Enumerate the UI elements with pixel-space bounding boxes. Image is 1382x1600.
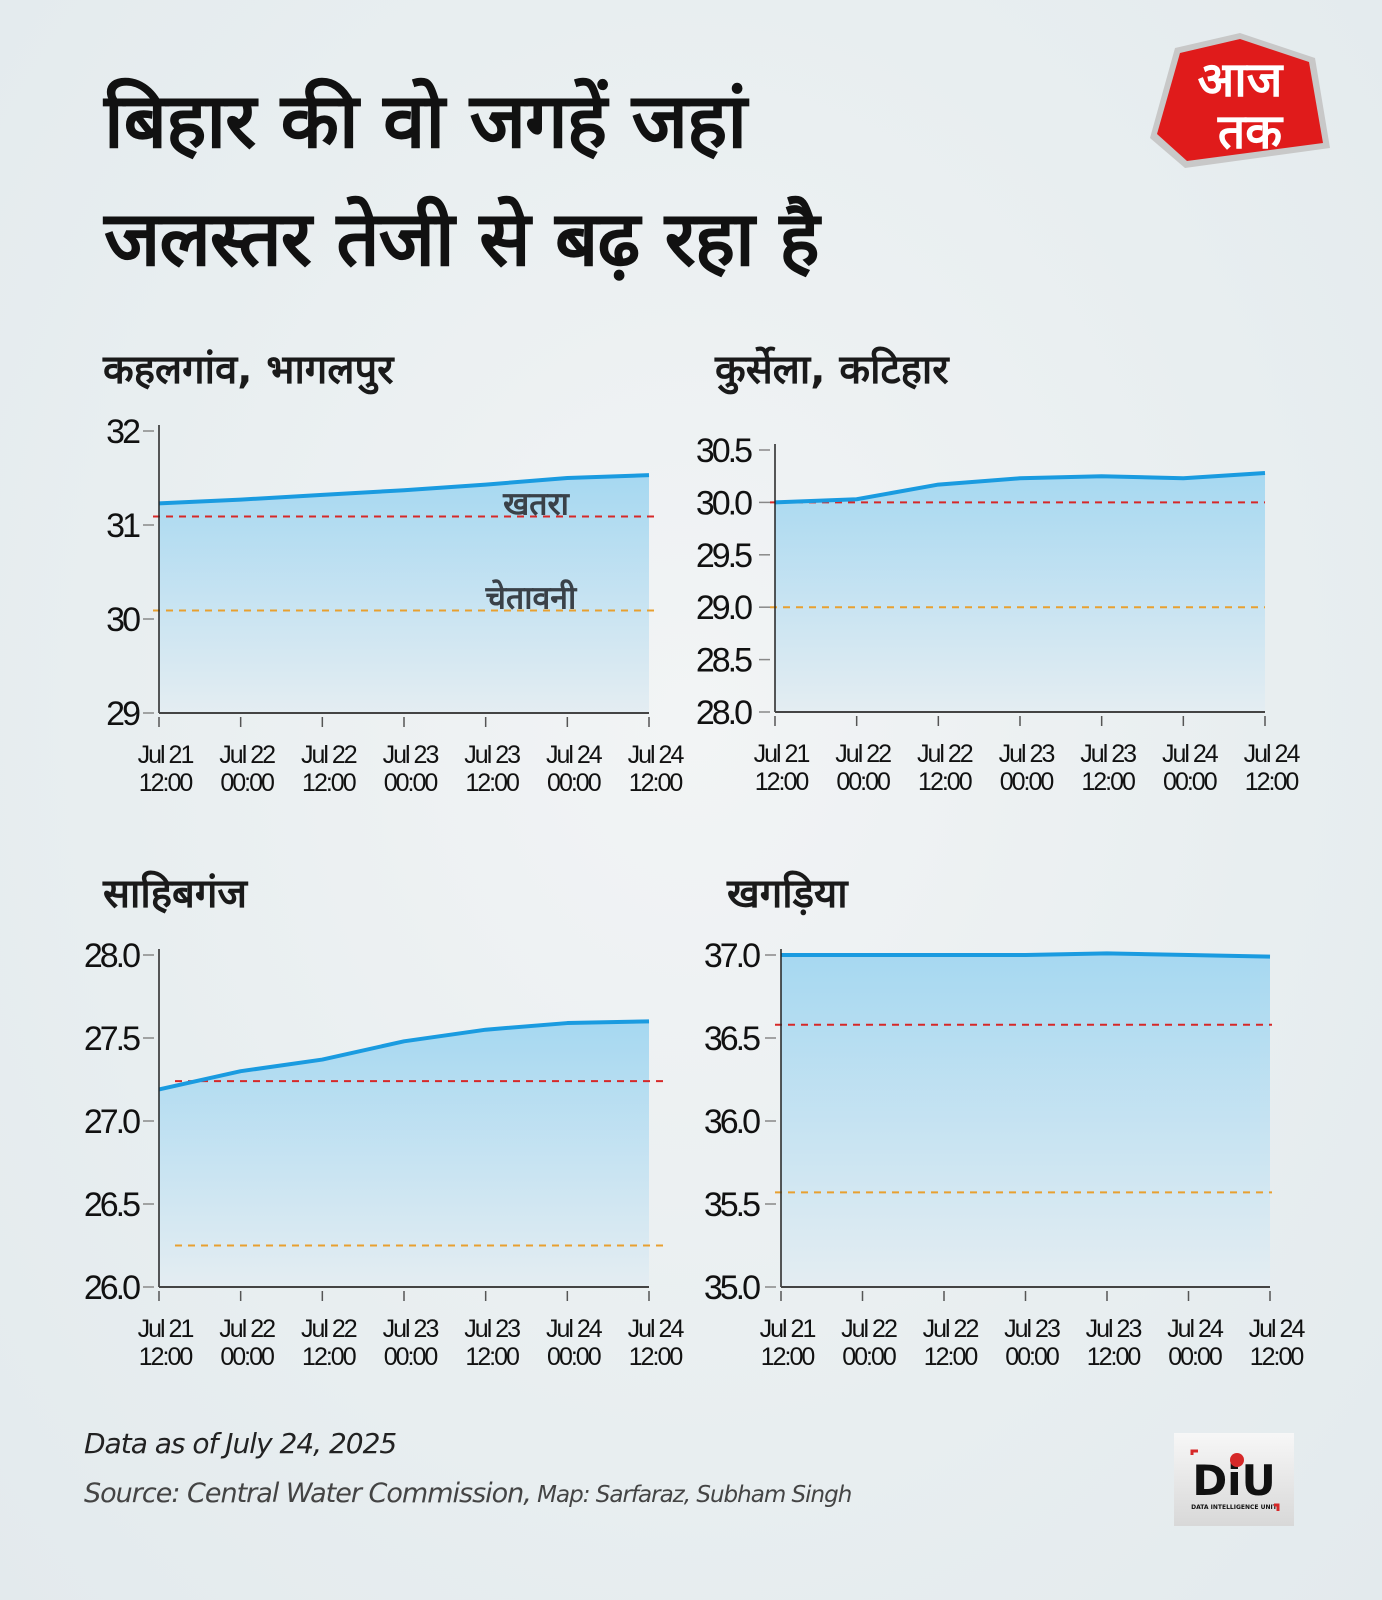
x-tick-label-time: 12:00	[465, 1343, 519, 1371]
x-tick-label-date: Jul 24	[1162, 740, 1219, 768]
data-date: Data as of July 24, 2025	[84, 1427, 397, 1460]
x-tick-label-time: 00:00	[1000, 768, 1054, 796]
x-tick-label-time: 12:00	[629, 1343, 683, 1371]
x-tick-label-time: 12:00	[139, 1343, 193, 1371]
x-tick-label-time: 00:00	[384, 769, 438, 797]
x-tick-label-time: 12:00	[1245, 768, 1299, 796]
page-title: बिहार की वो जगहें जहां जलस्तर तेजी से बढ…	[104, 62, 820, 298]
y-tick-label: 27.5	[84, 1020, 140, 1058]
x-tick-label-time: 00:00	[547, 1343, 601, 1371]
x-tick-label-time: 00:00	[1168, 1343, 1222, 1371]
x-tick-label-date: Jul 22	[219, 1315, 275, 1343]
y-tick-label: 36.5	[704, 1020, 760, 1058]
title-line-2: जलस्तर तेजी से बढ़ रहा है	[104, 194, 820, 283]
x-tick-label-date: Jul 22	[841, 1315, 897, 1343]
y-tick-label: 37.0	[704, 937, 760, 975]
y-tick-label: 30.0	[696, 484, 752, 522]
x-tick-label-date: Jul 22	[917, 740, 973, 768]
map-credit: Map: Sarfaraz, Subham Singh	[530, 1482, 852, 1508]
x-tick-label-date: Jul 23	[1080, 740, 1136, 768]
svg-text:तक: तक	[1217, 104, 1284, 160]
x-tick-label-time: 12:00	[1087, 1343, 1141, 1371]
area-fill	[159, 475, 649, 713]
y-tick-label: 28.0	[84, 937, 140, 975]
y-tick-label: 29	[106, 695, 140, 733]
x-tick-label-date: Jul 22	[219, 741, 275, 769]
x-tick-label-date: Jul 22	[923, 1315, 979, 1343]
x-tick-label-date: Jul 23	[999, 740, 1055, 768]
x-tick-label-date: Jul 22	[301, 1315, 357, 1343]
source-text: Source: Central Water Commission,	[84, 1478, 532, 1509]
x-tick-label-date: Jul 23	[464, 741, 520, 769]
x-tick-label-date: Jul 24	[546, 741, 603, 769]
warning-label: चेतावनी	[485, 579, 578, 617]
y-tick-label: 27.0	[84, 1103, 140, 1141]
x-tick-label-time: 12:00	[761, 1343, 815, 1371]
x-tick-label-date: Jul 23	[383, 741, 439, 769]
y-tick-label: 30.5	[696, 432, 752, 470]
x-tick-label-time: 12:00	[1081, 768, 1135, 796]
x-tick-label-date: Jul 24	[546, 1315, 603, 1343]
x-tick-label-time: 00:00	[384, 1343, 438, 1371]
chart-title-sahibganj: साहिबगंज	[103, 871, 248, 917]
x-tick-label-time: 00:00	[1163, 768, 1217, 796]
x-tick-label-date: Jul 23	[383, 1315, 439, 1343]
y-tick-label: 32	[106, 413, 140, 451]
diu-logo: DiU DATA INTELLIGENCE UNIT	[1174, 1433, 1294, 1526]
x-tick-label-date: Jul 24	[1167, 1315, 1224, 1343]
x-tick-label-time: 00:00	[220, 1343, 274, 1371]
x-tick-label-date: Jul 21	[138, 741, 194, 769]
y-tick-label: 35.0	[704, 1269, 760, 1307]
source-credit: Source: Central Water Commission, Map: S…	[84, 1478, 852, 1509]
x-tick-label-time: 12:00	[924, 1343, 978, 1371]
chart-title-kursela: कुर्सेला, कटिहार	[715, 347, 949, 393]
x-tick-label-time: 00:00	[1005, 1343, 1059, 1371]
x-tick-label-date: Jul 23	[1086, 1315, 1142, 1343]
x-tick-label-time: 12:00	[629, 769, 683, 797]
x-tick-label-date: Jul 21	[754, 740, 810, 768]
x-tick-label-time: 00:00	[836, 768, 890, 796]
y-tick-label: 31	[106, 507, 140, 545]
y-tick-label: 36.0	[704, 1103, 760, 1141]
x-tick-label-time: 00:00	[220, 769, 274, 797]
x-tick-label-time: 12:00	[465, 769, 519, 797]
x-tick-label-time: 12:00	[755, 768, 809, 796]
x-tick-label-date: Jul 24	[628, 1315, 685, 1343]
y-tick-label: 29.0	[696, 589, 752, 627]
x-tick-label-date: Jul 21	[760, 1315, 816, 1343]
x-tick-label-time: 00:00	[547, 769, 601, 797]
svg-text:DATA INTELLIGENCE UNIT: DATA INTELLIGENCE UNIT	[1191, 1504, 1278, 1511]
x-tick-label-time: 12:00	[139, 769, 193, 797]
y-tick-label: 30	[106, 601, 140, 639]
y-tick-label: 35.5	[704, 1186, 760, 1224]
x-tick-label-date: Jul 22	[835, 740, 891, 768]
danger-label: खतरा	[502, 485, 571, 523]
y-tick-label: 26.0	[84, 1269, 140, 1307]
x-tick-label-date: Jul 22	[301, 741, 357, 769]
title-line-1: बिहार की वो जगहें जहां	[104, 76, 747, 165]
chart-title-khagaria: खगड़िया	[727, 871, 848, 917]
area-fill	[775, 473, 1265, 712]
x-tick-label-date: Jul 24	[628, 741, 685, 769]
area-fill	[781, 953, 1270, 1287]
x-tick-label-date: Jul 24	[1249, 1315, 1306, 1343]
x-tick-label-time: 00:00	[842, 1343, 896, 1371]
x-tick-label-date: Jul 21	[138, 1315, 194, 1343]
x-tick-label-time: 12:00	[1250, 1343, 1304, 1371]
y-tick-label: 26.5	[84, 1186, 140, 1224]
x-tick-label-date: Jul 24	[1244, 740, 1301, 768]
x-tick-label-date: Jul 23	[1004, 1315, 1060, 1343]
x-tick-label-date: Jul 23	[464, 1315, 520, 1343]
x-tick-label-time: 12:00	[918, 768, 972, 796]
area-fill	[159, 1021, 649, 1287]
x-tick-label-time: 12:00	[302, 1343, 356, 1371]
chart-title-kahalgaon: कहलगांव, भागलपुर	[103, 347, 394, 393]
y-tick-label: 29.5	[696, 537, 752, 575]
y-tick-label: 28.5	[696, 642, 752, 680]
aajtak-logo: आज तक	[1150, 33, 1330, 168]
y-tick-label: 28.0	[696, 694, 752, 732]
svg-text:आज: आज	[1198, 52, 1285, 108]
x-tick-label-time: 12:00	[302, 769, 356, 797]
